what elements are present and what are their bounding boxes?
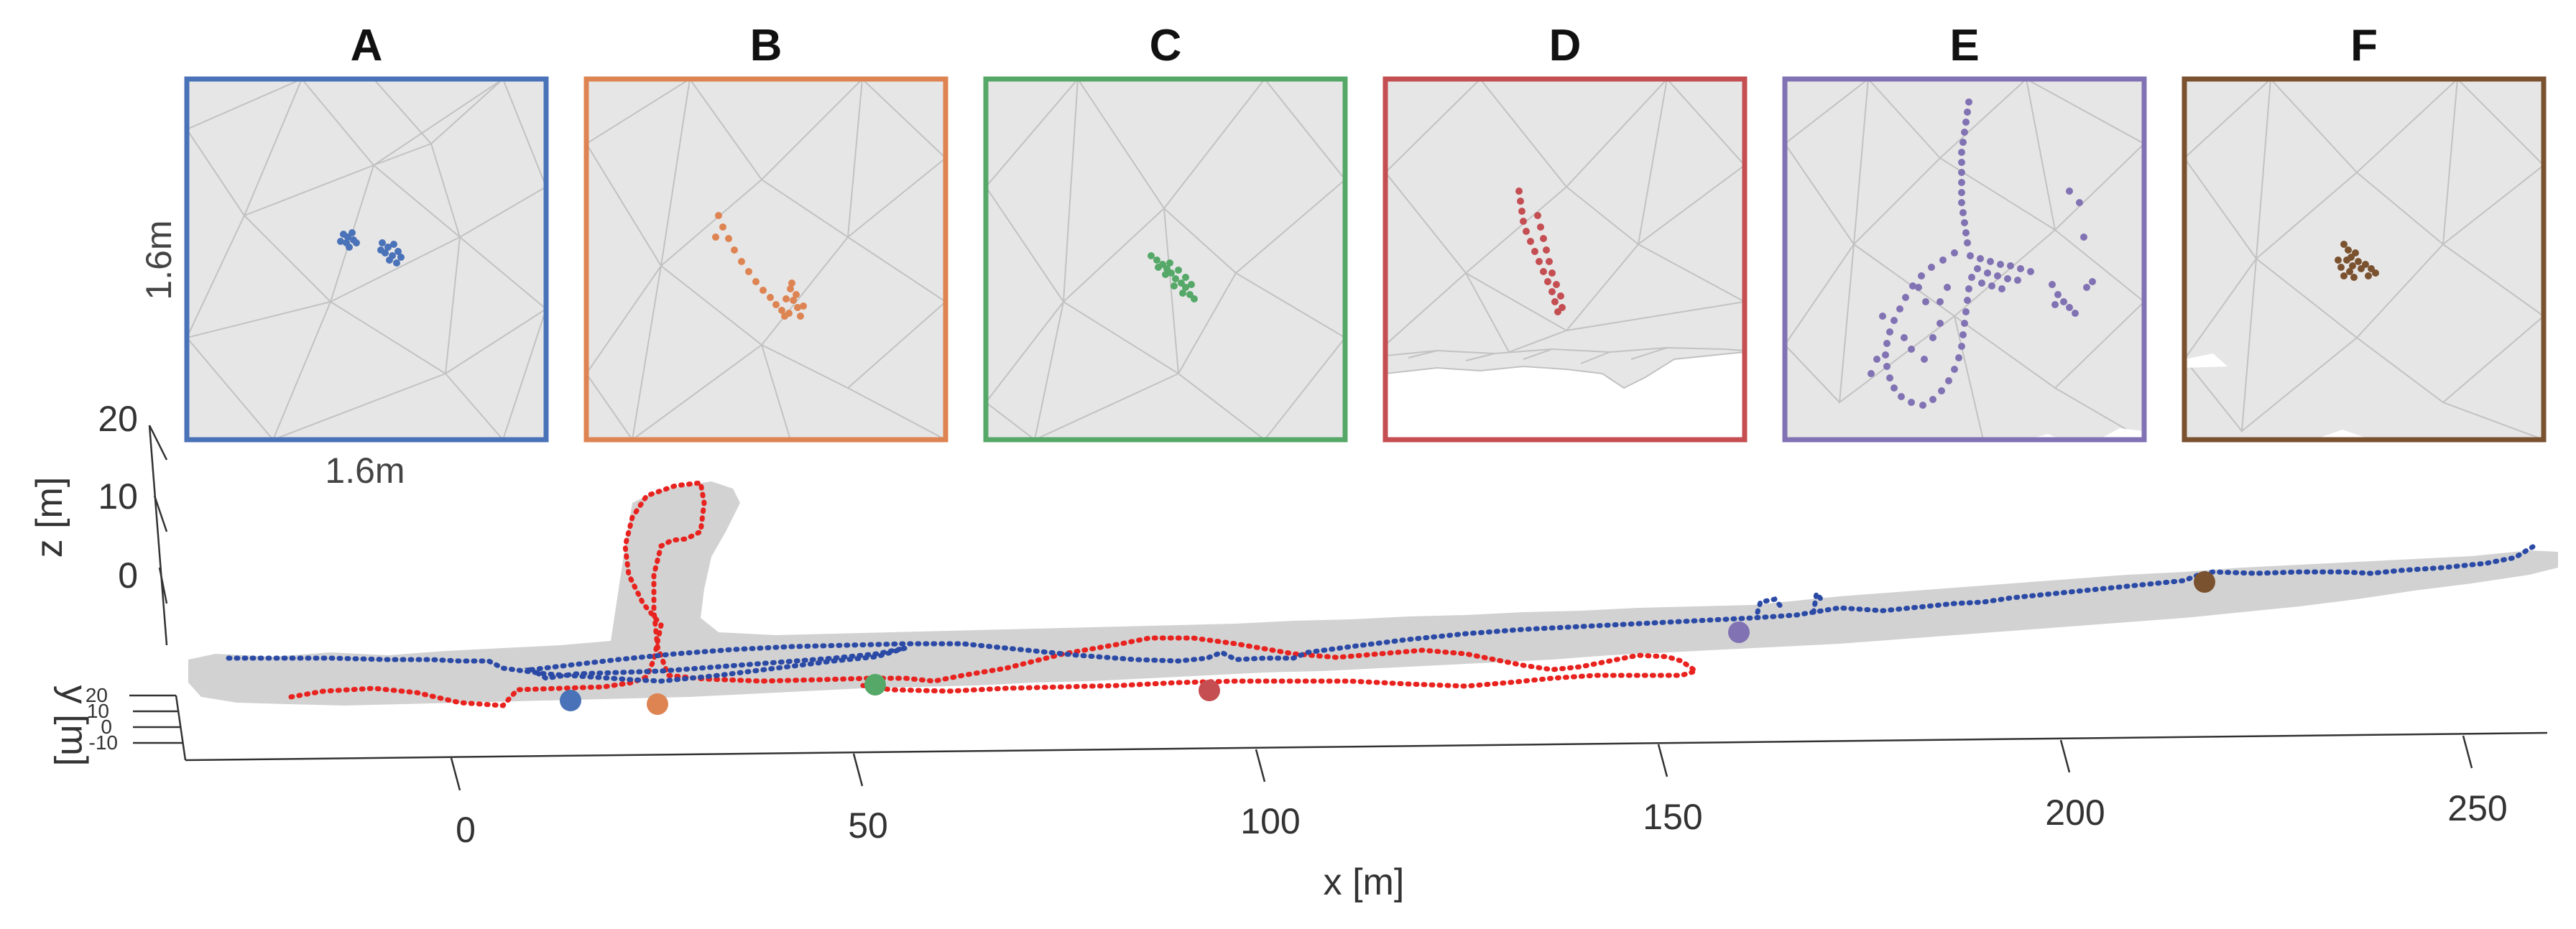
panel-a: A (184, 21, 549, 443)
marker-a (560, 690, 581, 711)
panel-c-mesh (986, 79, 1345, 440)
panel-c-frame (983, 76, 1348, 443)
panel-b: B (583, 21, 948, 443)
z-axis-label: z [m] (29, 477, 70, 558)
scale-vertical-label: 1.6m (139, 220, 179, 300)
y-axis-label: y [m] (53, 685, 95, 767)
marker-b (647, 693, 668, 715)
panel-a-title: A (351, 21, 383, 70)
y-tick-neg10: -10 (89, 731, 118, 754)
panel-c-points (1148, 252, 1198, 302)
y-tick-20: 20 (86, 684, 108, 706)
cave-mesh (188, 481, 2558, 706)
panel-d-title: D (1549, 21, 1582, 70)
y-tick-0: 0 (101, 716, 112, 738)
panel-b-frame (583, 76, 948, 443)
location-markers (560, 571, 2215, 715)
z-tick-10: 10 (98, 476, 138, 517)
x-tick-250: 250 (2447, 788, 2507, 828)
panel-e-points (1868, 98, 2096, 409)
panel-e-frame (1782, 76, 2147, 443)
panel-e-title: E (1949, 21, 1979, 70)
x-tick-100: 100 (1240, 801, 1300, 841)
panel-d: D (1382, 21, 1748, 443)
main-3d-view: 0 50 100 150 200 250 x [m] 20 10 0 -10 y… (29, 399, 2558, 903)
panel-a-frame (184, 76, 549, 443)
marker-e (1728, 621, 1750, 643)
x-tick-200: 200 (2045, 792, 2105, 833)
x-tick-0: 0 (456, 810, 476, 850)
panel-f-mesh (2184, 79, 2544, 440)
z-tick-0: 0 (118, 555, 138, 596)
marker-d (1199, 680, 1220, 701)
panel-b-points (712, 212, 807, 320)
panel-f-title: F (2350, 21, 2378, 70)
x-tick-150: 150 (1643, 797, 1702, 837)
panel-f: F (2182, 21, 2547, 443)
z-tick-20: 20 (98, 399, 138, 439)
panel-b-title: B (750, 21, 783, 70)
panel-d-points (1515, 188, 1566, 315)
y-tick-10: 10 (87, 700, 109, 722)
panel-b-mesh (586, 79, 946, 440)
x-axis-label: x [m] (1324, 861, 1405, 903)
marker-c (864, 674, 886, 695)
panel-f-frame (2182, 76, 2547, 443)
panel-a-mesh (187, 79, 546, 440)
inset-panels: A B (139, 21, 2547, 491)
axes-lines (129, 425, 2548, 791)
panel-c-title: C (1150, 21, 1182, 70)
panel-e: E (1782, 21, 2147, 443)
scale-horizontal-label: 1.6m (325, 450, 405, 491)
panel-d-mesh (1385, 79, 1745, 364)
panel-f-points (2335, 241, 2379, 281)
trajectory-blue (226, 542, 2539, 684)
trajectory-red (288, 480, 1702, 708)
panel-a-points (337, 229, 405, 267)
marker-f (2194, 571, 2215, 593)
panel-d-void (1385, 352, 1745, 440)
panel-e-mesh (1785, 79, 2144, 440)
panel-d-frame (1382, 76, 1748, 443)
x-tick-50: 50 (848, 805, 888, 846)
panel-c: C (983, 21, 1348, 443)
